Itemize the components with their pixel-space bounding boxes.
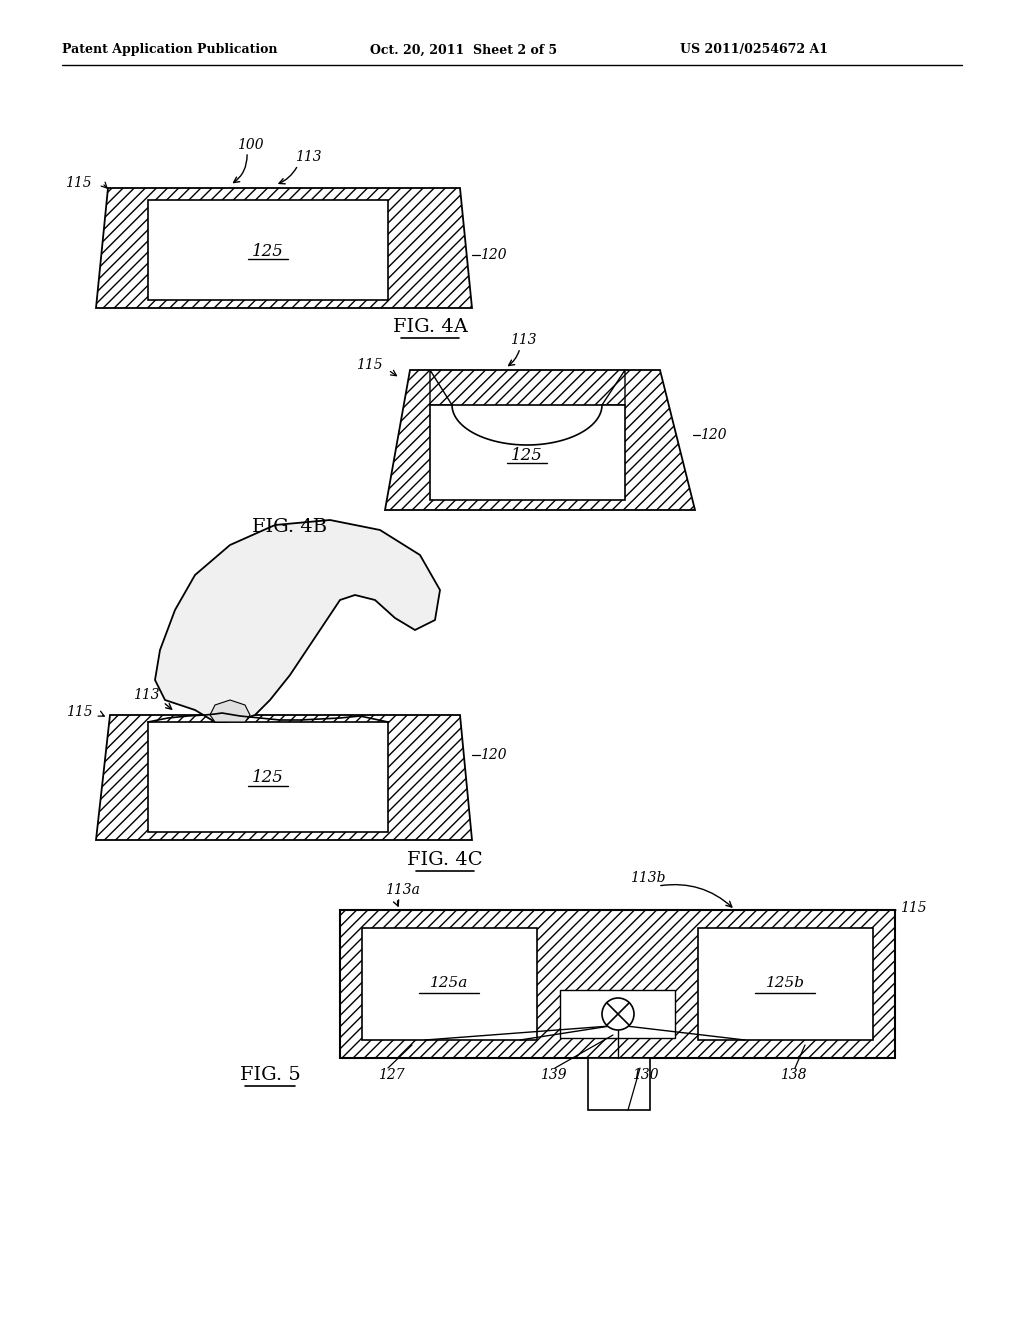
Polygon shape	[602, 370, 625, 405]
Bar	[698, 928, 873, 1040]
Bar	[588, 1059, 650, 1110]
Text: 113b: 113b	[630, 871, 666, 884]
Text: 125: 125	[511, 446, 543, 463]
Text: Oct. 20, 2011  Sheet 2 of 5: Oct. 20, 2011 Sheet 2 of 5	[370, 44, 557, 57]
Polygon shape	[96, 187, 472, 308]
Text: 130: 130	[632, 1068, 658, 1082]
Text: 125a: 125a	[430, 975, 468, 990]
Text: 115: 115	[900, 902, 927, 915]
Text: FIG. 5: FIG. 5	[240, 1067, 300, 1084]
Text: 100: 100	[237, 139, 263, 152]
Text: FIG. 4B: FIG. 4B	[253, 517, 328, 536]
Polygon shape	[210, 700, 250, 722]
Text: 115: 115	[67, 705, 93, 719]
Circle shape	[602, 998, 634, 1030]
Bar	[340, 909, 895, 1059]
Text: 120: 120	[700, 428, 727, 442]
Text: 125: 125	[252, 770, 284, 787]
Text: 113: 113	[510, 333, 537, 347]
Text: 139: 139	[540, 1068, 566, 1082]
Text: 120: 120	[480, 248, 507, 261]
Bar	[148, 201, 388, 300]
Text: US 2011/0254672 A1: US 2011/0254672 A1	[680, 44, 828, 57]
Bar	[560, 990, 675, 1038]
Text: FIG. 4A: FIG. 4A	[392, 318, 467, 337]
Text: 127: 127	[378, 1068, 404, 1082]
Polygon shape	[155, 520, 440, 722]
Text: 125: 125	[252, 243, 284, 260]
Text: 113a: 113a	[385, 883, 420, 898]
Text: 138: 138	[780, 1068, 807, 1082]
Bar	[362, 928, 537, 1040]
Text: 113: 113	[133, 688, 160, 702]
Text: 115: 115	[356, 358, 383, 372]
Text: 113: 113	[295, 150, 322, 164]
Text: 115: 115	[66, 176, 92, 190]
Text: 120: 120	[480, 748, 507, 762]
Polygon shape	[96, 715, 472, 840]
Text: 125b: 125b	[766, 975, 805, 990]
Bar	[430, 405, 625, 500]
Polygon shape	[430, 405, 625, 445]
Polygon shape	[385, 370, 695, 510]
Polygon shape	[430, 370, 452, 405]
Text: FIG. 4C: FIG. 4C	[408, 851, 482, 869]
Bar	[148, 722, 388, 832]
Text: Patent Application Publication: Patent Application Publication	[62, 44, 278, 57]
